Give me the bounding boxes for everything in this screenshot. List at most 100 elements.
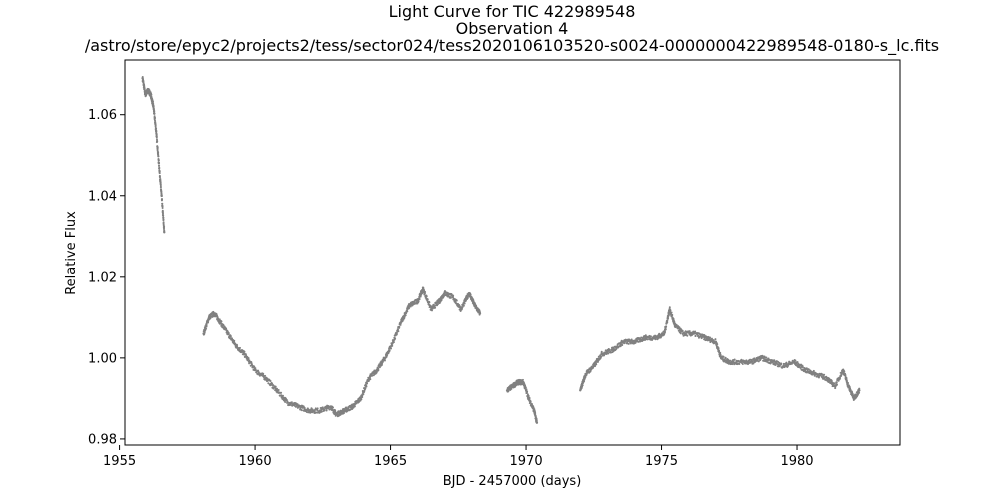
data-point-trail [431, 307, 434, 310]
data-point-trail [527, 394, 530, 397]
data-point-trail [666, 321, 669, 324]
plot-frame [124, 59, 901, 446]
data-point-trail [729, 359, 732, 362]
data-point-trail [757, 360, 760, 363]
y-axis-ticks: 0.98 1.00 1.02 1.04 1.06 [88, 108, 125, 447]
data-point-trail [801, 366, 804, 369]
data-point-trail [159, 186, 162, 189]
data-point-trail [155, 127, 158, 130]
data-point-trail [281, 394, 284, 397]
data-point-trail [600, 355, 603, 358]
data-point-trail [640, 336, 643, 339]
data-point-trail [303, 406, 306, 409]
data-point-trail [233, 339, 236, 342]
data-point-trail [143, 88, 146, 91]
data-point [163, 231, 166, 234]
x-axis-label: BJD - 2457000 (days) [443, 474, 582, 489]
y-tick-label: 1.02 [88, 270, 117, 285]
data-point-trail [595, 361, 598, 364]
data-point-trail [364, 387, 367, 390]
data-point-trail [529, 400, 532, 403]
data-point-trail [160, 195, 163, 198]
data-point-trail [833, 382, 836, 385]
data-point-trail [404, 314, 407, 317]
y-axis-label: Relative Flux [64, 211, 79, 295]
data-point-trail [664, 330, 667, 333]
data-point-trail [644, 334, 647, 337]
data-point-trail [397, 330, 400, 333]
data-point-trail [678, 326, 681, 329]
data-point-trail [681, 329, 684, 332]
data-point-trail [738, 362, 741, 365]
data-point-trail [161, 207, 164, 210]
data-point-trail [262, 372, 265, 375]
data-point-trail [248, 362, 251, 365]
data-point-trail [751, 360, 754, 363]
data-point-trail [203, 331, 206, 334]
data-point-trail [581, 384, 584, 387]
data-point-trail [158, 172, 161, 175]
data-point-trail [679, 332, 682, 335]
data-point-trail [142, 80, 145, 83]
data-point-trail [521, 378, 524, 381]
data-point-trail [409, 305, 412, 308]
data-point-trail [277, 389, 280, 392]
data-point-trail [161, 198, 164, 201]
data-point-trail [722, 355, 725, 358]
data-point-trail [670, 311, 673, 314]
data-point-trail [796, 361, 799, 364]
data-point-trail [463, 302, 466, 305]
data-point-trail [395, 332, 398, 335]
data-point-trail [353, 405, 356, 408]
data-point-trail [668, 306, 671, 309]
data-point-trail [271, 382, 274, 385]
data-point-trail [390, 347, 393, 350]
data-point-trail [436, 303, 439, 306]
data-point-trail [276, 387, 279, 390]
data-point-trail [843, 370, 846, 373]
data-point-trail [600, 350, 603, 353]
data-point-trail [665, 325, 668, 328]
data-point-trail [280, 391, 283, 394]
data-point-trail [796, 364, 799, 367]
y-tick-label: 1.00 [88, 351, 117, 366]
data-point-trail [858, 391, 861, 394]
data-point-trail [156, 146, 159, 149]
data-point-trail [315, 411, 318, 414]
data-point [535, 421, 539, 424]
data-point-trail [354, 403, 357, 406]
data-point-trail [607, 352, 610, 355]
data-point-trail [158, 164, 161, 167]
data-point-trail [812, 369, 815, 372]
data-point-trail [455, 299, 458, 302]
data-point-trail [220, 320, 223, 323]
data-point-trail [531, 403, 534, 406]
data-point-trail [534, 415, 537, 418]
data-point-trail [141, 76, 144, 78]
data-point-trail [157, 155, 160, 158]
data-point-trail [461, 307, 464, 310]
data-point-trail [669, 309, 672, 312]
data-point-trail [143, 87, 146, 90]
x-tick-label: 1980 [780, 454, 813, 469]
data-point-trail [666, 319, 669, 322]
data-point-trail [406, 310, 409, 313]
data-point-trail [623, 342, 626, 345]
data-point-trail [449, 296, 452, 299]
data-point-trail [159, 183, 162, 186]
data-point-trail [595, 363, 598, 366]
data-point-trail [671, 313, 674, 316]
data-point-trail [424, 291, 427, 294]
y-tick-label: 0.98 [88, 432, 117, 447]
data-point-trail [731, 363, 734, 366]
data-point-trail [526, 390, 529, 393]
data-point-trail [425, 295, 428, 298]
data-point-trail [162, 221, 165, 224]
data-point-trail [316, 407, 319, 410]
data-point-trail [392, 341, 395, 344]
data-point-trail [155, 138, 158, 141]
data-point-trail [452, 294, 455, 297]
data-point-trail [161, 205, 164, 208]
data-point-trail [849, 387, 852, 390]
data-point-trail [162, 216, 165, 219]
